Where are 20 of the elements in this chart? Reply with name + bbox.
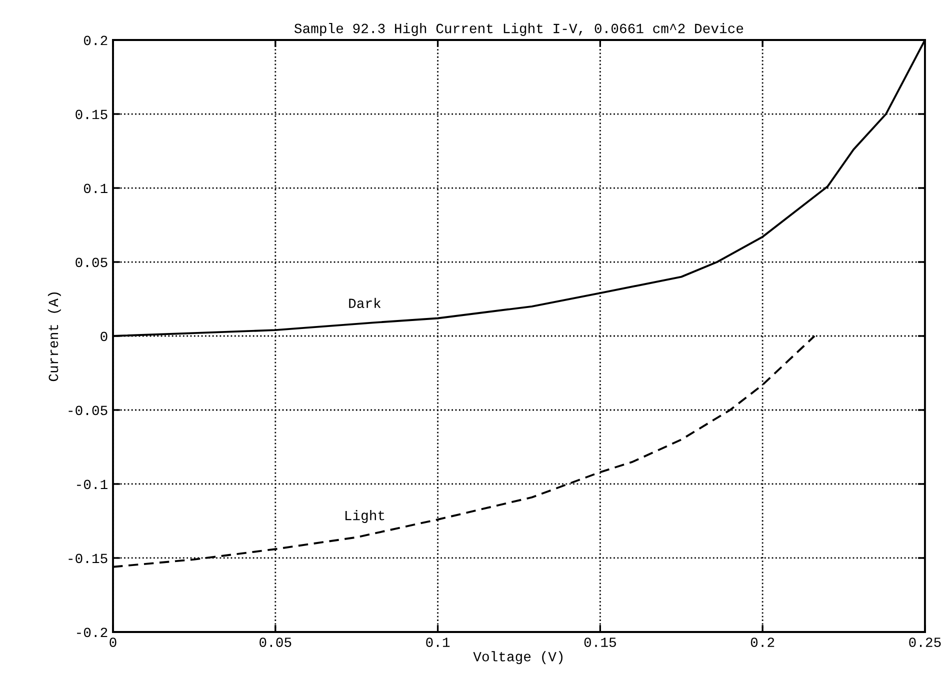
chart-title: Sample 92.3 High Current Light I-V, 0.0661 cm^2 Device [294,23,744,36]
y-tick-label: 0.15 [76,110,108,120]
y-tick-label: 0 [100,332,108,342]
y-tick-label: -0.15 [68,554,108,564]
x-tick-label: 0.15 [584,638,616,648]
x-tick-label: 0.1 [426,638,450,648]
series-label: Dark [349,298,381,308]
y-axis-title: Current (A) [48,292,61,382]
y-tick-label: -0.1 [77,480,108,490]
y-tick-label: 0.05 [76,258,108,268]
x-axis-title: Voltage (V) [473,651,562,664]
x-tick-label: 0.05 [260,638,292,648]
x-tick-label: 0 [110,638,116,648]
y-tick-label: -0.05 [68,406,108,416]
series-label: Light [345,510,384,523]
x-tick-label: 0.2 [750,638,774,648]
y-tick-label: 0.2 [84,36,108,46]
y-tick-label: -0.2 [77,628,108,638]
y-tick-label: 0.1 [84,184,108,194]
x-tick-label: 0.25 [909,638,941,648]
